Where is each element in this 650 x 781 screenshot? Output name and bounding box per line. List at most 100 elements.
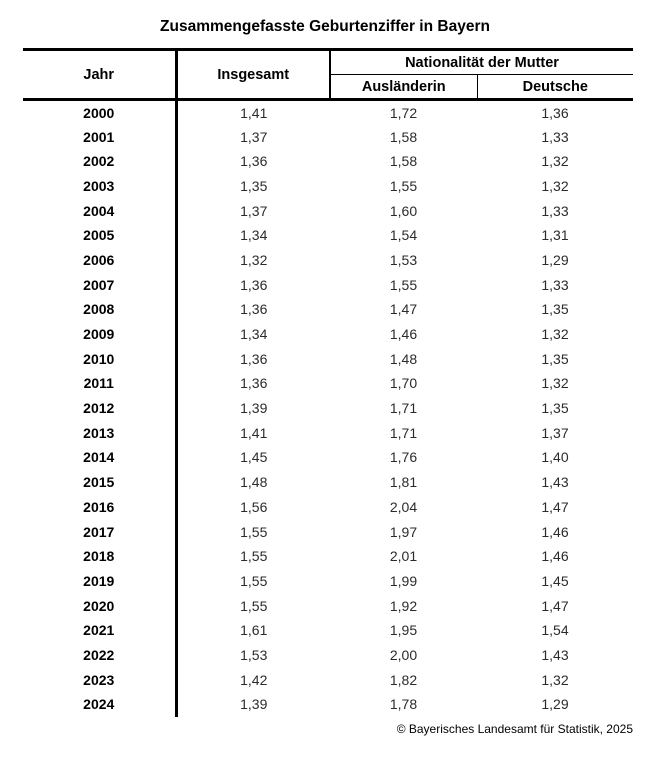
deutsche-cell: 1,35 [541, 301, 569, 318]
year-cell: 2005 [23, 222, 178, 248]
year-cell: 2008 [23, 297, 178, 322]
year-cell: 2002 [23, 148, 178, 174]
auslaenderin-cell: 1,99 [389, 572, 418, 589]
auslaenderin-cell: 1,70 [389, 375, 418, 392]
table-row: 2004 1,37 1,60 1,33 [23, 198, 633, 223]
insgesamt-cell: 1,35 [240, 177, 268, 194]
table-row: 2011 1,36 1,70 1,32 [23, 371, 633, 396]
deutsche-cell: 1,46 [541, 523, 569, 540]
table-row: 2006 1,32 1,53 1,29 [23, 247, 633, 273]
insgesamt-cell: 1,45 [240, 449, 268, 466]
year-cell: 2013 [23, 420, 178, 446]
table-row: 2017 1,55 1,97 1,46 [23, 519, 633, 544]
deutsche-cell: 1,54 [541, 622, 569, 639]
year-cell: 2007 [23, 272, 178, 297]
auslaenderin-cell: 1,58 [389, 153, 418, 170]
insgesamt-cell: 1,32 [240, 251, 268, 268]
insgesamt-cell: 1,34 [240, 326, 268, 343]
table-row: 2002 1,36 1,58 1,32 [23, 148, 633, 174]
copyright-note: © Bayerisches Landesamt für Statistik, 2… [396, 721, 633, 736]
table-row: 2001 1,37 1,58 1,33 [23, 124, 633, 149]
auslaenderin-cell: 1,95 [389, 622, 418, 639]
deutsche-cell: 1,43 [541, 474, 569, 491]
year-cell: 2009 [23, 321, 178, 347]
insgesamt-cell: 1,36 [240, 153, 268, 170]
deutsche-cell: 1,29 [541, 696, 569, 713]
insgesamt-cell: 1,39 [240, 400, 268, 417]
column-header-auslaenderin: Ausländerin [330, 74, 478, 100]
year-cell: 2018 [23, 543, 178, 569]
auslaenderin-cell: 1,76 [389, 449, 418, 466]
insgesamt-cell: 1,34 [240, 227, 268, 244]
deutsche-cell: 1,36 [541, 104, 569, 121]
insgesamt-cell: 1,55 [240, 548, 268, 565]
table-row: 2019 1,55 1,99 1,45 [23, 568, 633, 594]
auslaenderin-cell: 1,78 [389, 696, 418, 713]
auslaenderin-cell: 1,53 [389, 251, 418, 268]
insgesamt-cell: 1,36 [240, 350, 268, 367]
table-header: Jahr Insgesamt Nationalität der Mutter A… [23, 49, 633, 100]
year-cell: 2014 [23, 445, 178, 470]
auslaenderin-cell: 1,60 [389, 202, 418, 219]
table-row: 2020 1,55 1,92 1,47 [23, 593, 633, 618]
auslaenderin-cell: 1,55 [389, 276, 418, 293]
table-row: 2012 1,39 1,71 1,35 [23, 395, 633, 421]
deutsche-cell: 1,43 [541, 646, 569, 663]
deutsche-cell: 1,29 [541, 251, 569, 268]
column-header-deutsche: Deutsche [522, 78, 588, 95]
deutsche-cell: 1,32 [541, 153, 569, 170]
deutsche-cell: 1,33 [541, 128, 569, 145]
insgesamt-cell: 1,55 [240, 597, 268, 614]
year-cell: 2010 [23, 346, 178, 372]
table-row: 2023 1,42 1,82 1,32 [23, 667, 633, 692]
auslaenderin-cell: 2,01 [389, 548, 418, 565]
table-row: 2010 1,36 1,48 1,35 [23, 346, 633, 372]
auslaenderin-cell: 1,58 [389, 128, 418, 145]
insgesamt-cell: 1,41 [240, 424, 268, 441]
insgesamt-cell: 1,36 [240, 276, 268, 293]
table-row: 2015 1,48 1,81 1,43 [23, 469, 633, 495]
deutsche-cell: 1,45 [541, 572, 569, 589]
auslaenderin-cell: 2,00 [389, 646, 418, 663]
insgesamt-cell: 1,61 [240, 622, 268, 639]
year-cell: 2022 [23, 642, 178, 668]
year-cell: 2012 [23, 395, 178, 421]
auslaenderin-cell: 1,72 [389, 104, 418, 121]
table-row: 2018 1,55 2,01 1,46 [23, 543, 633, 569]
fertility-rate-table: Jahr Insgesamt Nationalität der Mutter A… [23, 48, 633, 717]
year-cell: 2016 [23, 494, 178, 520]
table-row: 2024 1,39 1,78 1,29 [23, 692, 633, 717]
year-cell: 2000 [23, 99, 178, 125]
deutsche-cell: 1,47 [541, 498, 569, 515]
year-cell: 2001 [23, 124, 178, 149]
deutsche-cell: 1,33 [541, 276, 569, 293]
table-row: 2000 1,41 1,72 1,36 [23, 99, 633, 125]
insgesamt-cell: 1,56 [240, 498, 268, 515]
deutsche-cell: 1,47 [541, 597, 569, 614]
table-row: 2013 1,41 1,71 1,37 [23, 420, 633, 446]
deutsche-cell: 1,40 [541, 449, 569, 466]
insgesamt-cell: 1,37 [240, 128, 268, 145]
auslaenderin-cell: 1,54 [389, 227, 418, 244]
insgesamt-cell: 1,36 [240, 375, 268, 392]
auslaenderin-cell: 1,97 [389, 523, 418, 540]
year-cell: 2019 [23, 568, 178, 594]
year-cell: 2006 [23, 247, 178, 273]
deutsche-cell: 1,35 [541, 400, 569, 417]
table-row: 2005 1,34 1,54 1,31 [23, 222, 633, 248]
auslaenderin-cell: 1,92 [389, 597, 418, 614]
insgesamt-cell: 1,42 [240, 671, 268, 688]
auslaenderin-cell: 1,55 [389, 177, 418, 194]
deutsche-cell: 1,46 [541, 548, 569, 565]
year-cell: 2020 [23, 593, 178, 618]
deutsche-cell: 1,31 [541, 227, 569, 244]
column-group-header-nationalitaet: Nationalität der Mutter [330, 49, 633, 75]
insgesamt-cell: 1,55 [240, 523, 268, 540]
auslaenderin-cell: 1,48 [389, 350, 418, 367]
auslaenderin-cell: 1,71 [389, 424, 418, 441]
insgesamt-cell: 1,48 [240, 474, 268, 491]
deutsche-cell: 1,33 [541, 202, 569, 219]
page: Zusammengefasste Geburtenziffer in Bayer… [0, 16, 650, 781]
auslaenderin-cell: 1,81 [389, 474, 418, 491]
table-row: 2021 1,61 1,95 1,54 [23, 617, 633, 643]
